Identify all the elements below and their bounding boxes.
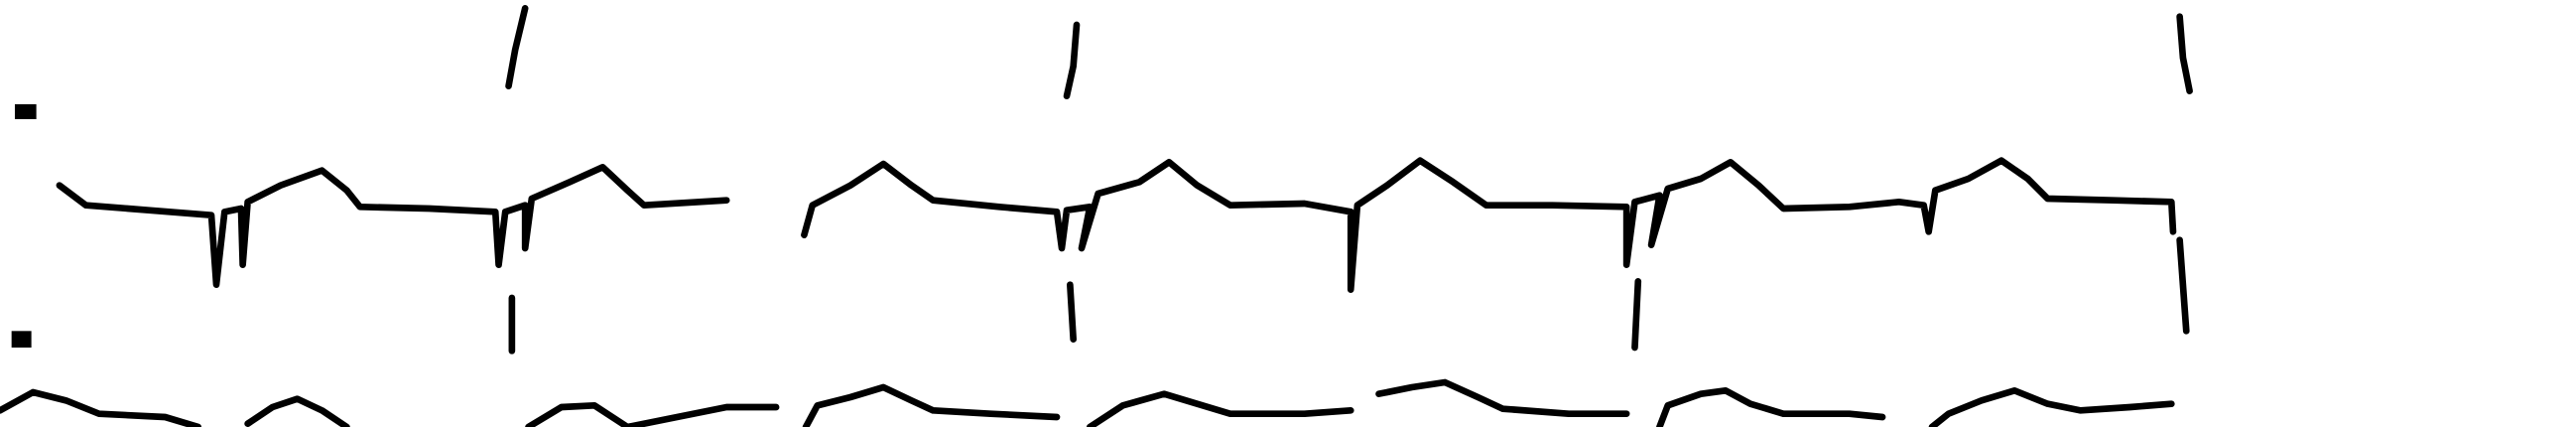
beat-marker — [1067, 281, 1077, 343]
beat-marker — [505, 5, 529, 89]
beat-marker — [2176, 236, 2190, 335]
lead-marker — [14, 104, 37, 119]
beat-marker — [1631, 278, 1642, 352]
beat-marker — [1063, 21, 1081, 99]
beat-marker — [2176, 13, 2193, 94]
lead-marker — [11, 331, 32, 348]
ecg-trace — [0, 378, 2175, 427]
ecg-trace — [56, 157, 2177, 293]
